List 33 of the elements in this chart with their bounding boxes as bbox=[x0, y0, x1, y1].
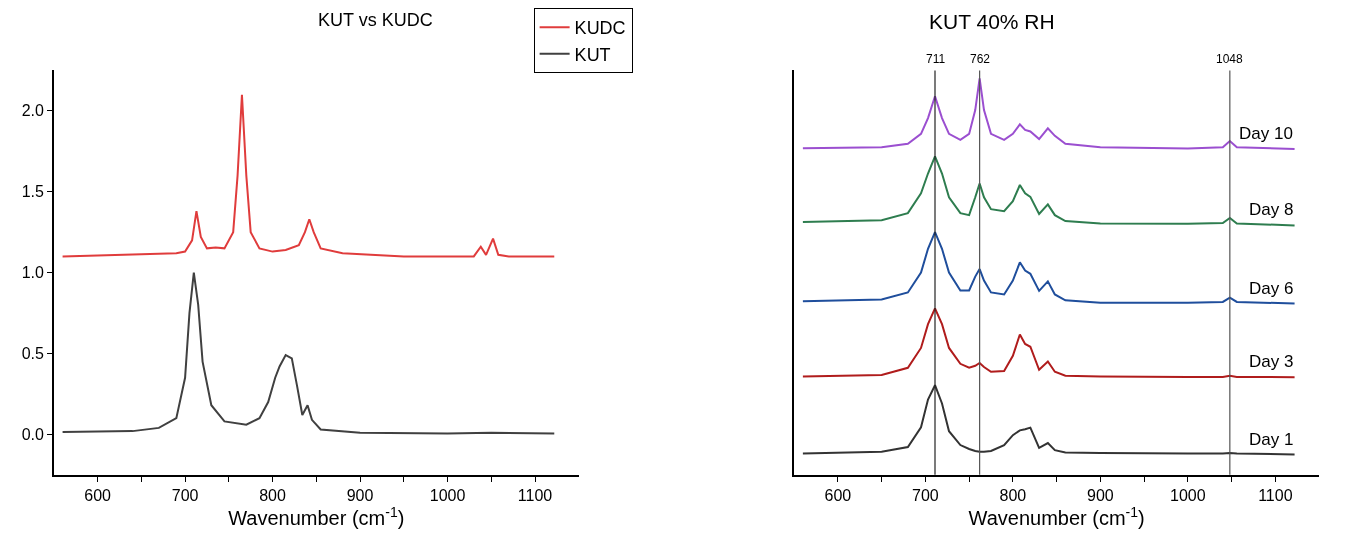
y-tick-label: 1.0 bbox=[21, 264, 44, 282]
series-label: Day 3 bbox=[1249, 352, 1294, 371]
series-label: Day 6 bbox=[1249, 279, 1294, 298]
x-axis-title: Wavenumber (cm$^{-1}$) bbox=[968, 503, 1145, 530]
x-tick-label: 1000 bbox=[1170, 486, 1206, 504]
x-tick-label: 700 bbox=[912, 486, 939, 504]
x-tick-label: 800 bbox=[259, 486, 287, 504]
ref-line-label: 762 bbox=[970, 52, 991, 66]
chart-title: KUT 40% RH bbox=[929, 10, 1055, 33]
x-tick-label: 700 bbox=[171, 486, 199, 504]
y-tick-label: 0.0 bbox=[21, 425, 44, 443]
line-series bbox=[61, 93, 556, 258]
legend-label: KUT bbox=[574, 44, 611, 65]
series-label: Day 10 bbox=[1239, 124, 1293, 143]
x-tick-label: 900 bbox=[346, 486, 374, 504]
y-tick-label: 2.0 bbox=[21, 102, 44, 120]
x-axis-title: Wavenumber (cm$^{-1}$) bbox=[228, 503, 405, 530]
y-tick-label: 0.5 bbox=[21, 345, 44, 363]
x-tick-label: 900 bbox=[1087, 486, 1114, 504]
x-tick-label: 600 bbox=[824, 486, 852, 504]
legend-label: KUDC bbox=[574, 18, 626, 39]
series-label: Day 1 bbox=[1249, 430, 1294, 449]
x-tick-label: 1100 bbox=[1258, 486, 1293, 504]
ref-line-label: 1048 bbox=[1216, 52, 1244, 66]
series-label: Day 8 bbox=[1249, 200, 1294, 219]
line-series bbox=[61, 271, 556, 435]
x-tick-label: 800 bbox=[999, 486, 1027, 504]
x-tick-label: 1000 bbox=[429, 486, 466, 504]
chart-title: KUT vs KUDC bbox=[318, 10, 433, 30]
y-tick-label: 1.5 bbox=[21, 183, 44, 201]
x-tick-label: 1100 bbox=[517, 486, 553, 504]
x-tick-label: 600 bbox=[84, 486, 112, 504]
ref-line-label: 711 bbox=[926, 52, 946, 66]
